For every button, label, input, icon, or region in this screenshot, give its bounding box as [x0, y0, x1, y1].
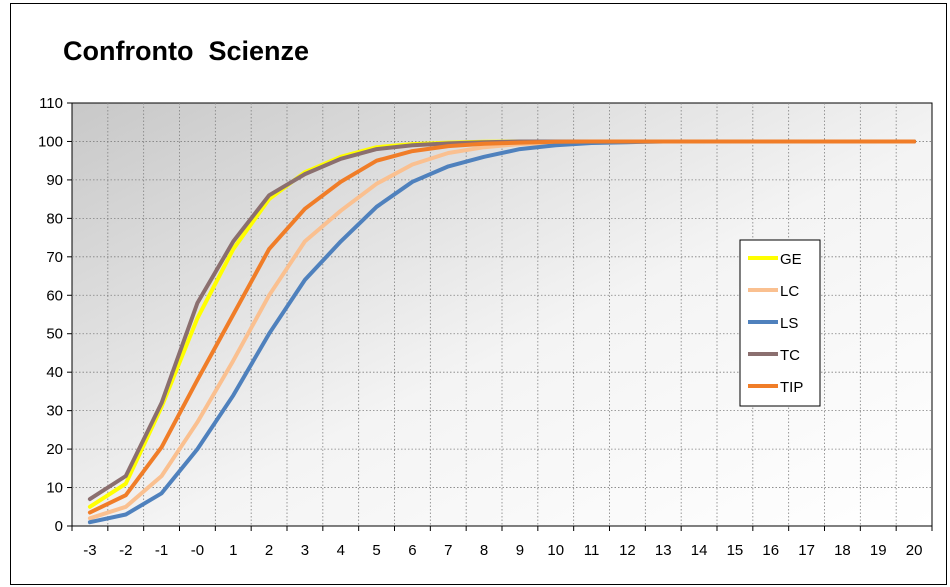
legend: GE LC LS TC TIP [739, 239, 821, 407]
x-tick-label: 14 [691, 542, 708, 559]
x-tick-label: -0 [191, 542, 204, 559]
legend-label-tip: TIP [780, 379, 803, 396]
x-tick-label: 18 [834, 542, 851, 559]
y-tick-label: 80 [46, 210, 63, 227]
legend-label-lc: LC [780, 283, 799, 300]
x-tick-label: 10 [547, 542, 564, 559]
y-tick-label: 90 [46, 172, 63, 189]
y-tick-label: 10 [46, 480, 63, 497]
x-tick-label: -1 [155, 542, 168, 559]
x-tick-label: 5 [372, 542, 380, 559]
x-tick-label: 15 [727, 542, 744, 559]
y-tick-label: 20 [46, 441, 63, 458]
x-tick-label: 12 [619, 542, 636, 559]
y-tick-label: 100 [38, 133, 63, 150]
chart-title: Confronto Scienze [63, 36, 310, 66]
x-tick-label: 16 [762, 542, 779, 559]
legend-label-ls: LS [780, 315, 798, 332]
series-line-tip [87, 139, 917, 515]
y-tick-label: 40 [46, 364, 63, 381]
x-tick-label: 11 [584, 542, 600, 559]
y-tick-label: 30 [46, 403, 63, 420]
x-tick-label: 6 [408, 542, 416, 559]
y-tick-label: 70 [46, 249, 63, 266]
x-tick-label: -3 [83, 542, 96, 559]
x-tick-label: 13 [655, 542, 672, 559]
y-tick-label: 110 [39, 95, 63, 112]
x-tick-label: 4 [337, 542, 345, 559]
x-tick-label: 2 [265, 542, 273, 559]
x-tick-label: 8 [480, 542, 488, 559]
legend-label-tc: TC [780, 347, 800, 364]
y-tick-label: 0 [55, 518, 63, 535]
series-lines [87, 139, 917, 525]
x-tick-label: 3 [301, 542, 309, 559]
legend-label-ge: GE [780, 251, 802, 268]
x-tick-label: 20 [906, 542, 923, 559]
x-tick-label: 1 [229, 542, 237, 559]
x-tick-label: -2 [119, 542, 132, 559]
x-tick-label: 7 [444, 542, 452, 559]
x-tick-label: 19 [870, 542, 887, 559]
x-tick-label: 9 [516, 542, 524, 559]
x-tick-label: 17 [798, 542, 815, 559]
y-tick-label: 60 [46, 287, 63, 304]
y-tick-label: 50 [46, 326, 63, 343]
